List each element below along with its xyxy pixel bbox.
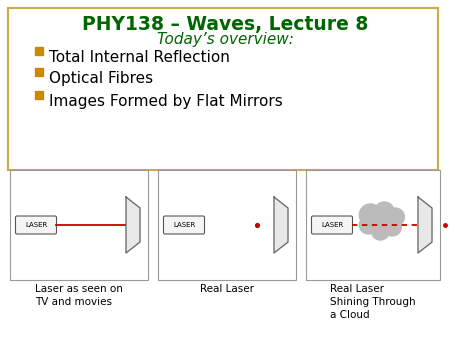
Bar bbox=[35, 47, 43, 54]
Circle shape bbox=[360, 216, 378, 234]
Text: Today’s overview:: Today’s overview: bbox=[157, 32, 293, 47]
FancyBboxPatch shape bbox=[163, 216, 204, 234]
Bar bbox=[8, 8, 438, 170]
Bar bbox=[35, 68, 43, 75]
Polygon shape bbox=[418, 197, 432, 253]
Text: PHY138 – Waves, Lecture 8: PHY138 – Waves, Lecture 8 bbox=[82, 15, 368, 34]
Bar bbox=[35, 91, 43, 98]
Text: Real Laser
Shining Through
a Cloud: Real Laser Shining Through a Cloud bbox=[330, 284, 416, 320]
Text: Total Internal Reflection: Total Internal Reflection bbox=[49, 50, 230, 65]
Polygon shape bbox=[274, 197, 288, 253]
Circle shape bbox=[383, 218, 401, 236]
Text: LASER: LASER bbox=[321, 222, 343, 228]
Bar bbox=[158, 170, 296, 280]
Text: Real Laser: Real Laser bbox=[200, 284, 254, 294]
Text: Optical Fibres: Optical Fibres bbox=[49, 71, 153, 86]
Polygon shape bbox=[126, 197, 140, 253]
Text: LASER: LASER bbox=[173, 222, 195, 228]
Bar bbox=[10, 170, 148, 280]
Circle shape bbox=[374, 202, 394, 222]
FancyBboxPatch shape bbox=[311, 216, 352, 234]
Text: LASER: LASER bbox=[25, 222, 47, 228]
Circle shape bbox=[360, 204, 381, 226]
Text: Images Formed by Flat Mirrors: Images Formed by Flat Mirrors bbox=[49, 94, 283, 109]
FancyBboxPatch shape bbox=[15, 216, 57, 234]
Circle shape bbox=[387, 208, 405, 226]
Circle shape bbox=[371, 222, 389, 240]
Text: Laser as seen on
TV and movies: Laser as seen on TV and movies bbox=[35, 284, 123, 307]
Bar bbox=[306, 170, 440, 280]
